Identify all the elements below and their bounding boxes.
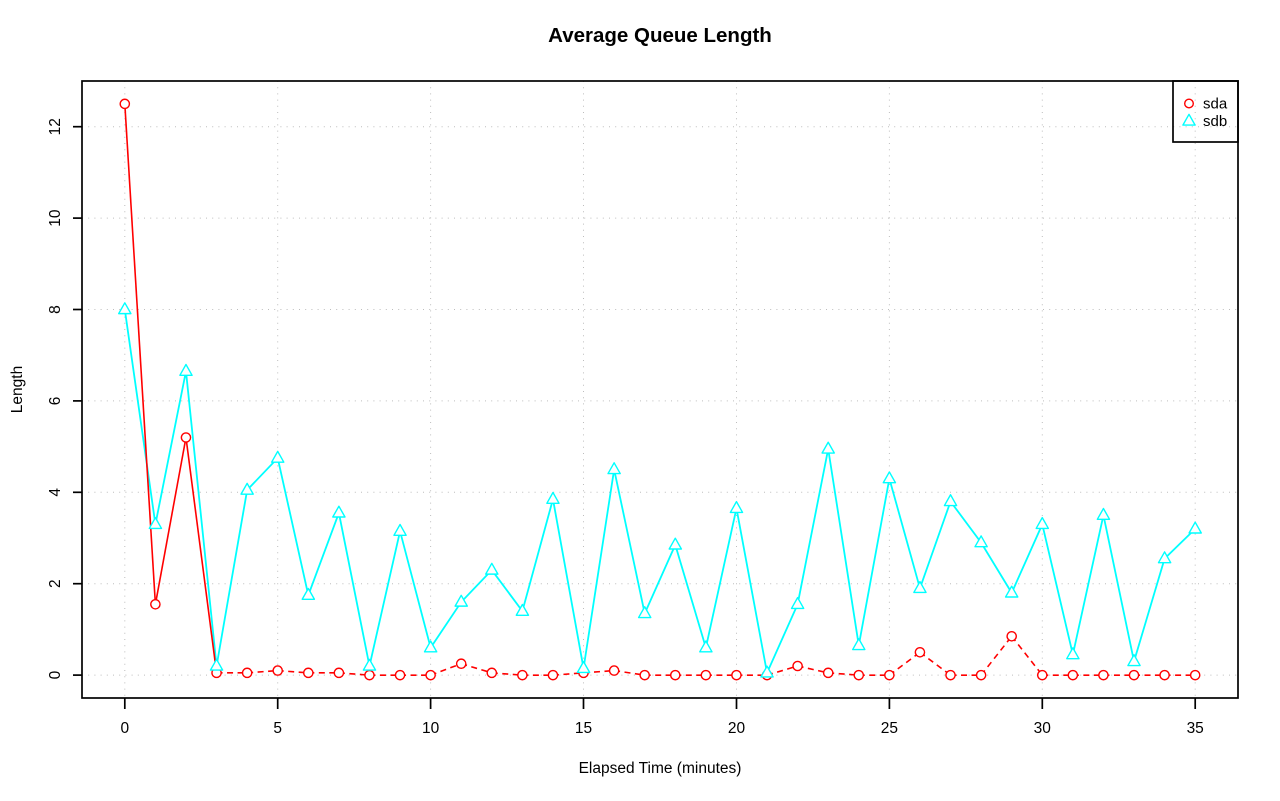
svg-text:2: 2 <box>47 579 64 588</box>
svg-text:Average Queue Length: Average Queue Length <box>548 24 772 47</box>
svg-text:4: 4 <box>47 488 64 497</box>
svg-text:0: 0 <box>47 670 64 679</box>
svg-text:5: 5 <box>273 720 282 737</box>
svg-text:15: 15 <box>575 720 592 737</box>
svg-text:20: 20 <box>728 720 746 737</box>
svg-text:sdb: sdb <box>1203 113 1227 130</box>
svg-text:Elapsed Time (minutes): Elapsed Time (minutes) <box>579 760 742 777</box>
svg-text:10: 10 <box>422 720 440 737</box>
svg-text:6: 6 <box>47 397 64 406</box>
svg-text:30: 30 <box>1034 720 1052 737</box>
svg-text:25: 25 <box>881 720 898 737</box>
svg-text:Length: Length <box>9 366 26 413</box>
svg-text:0: 0 <box>120 720 129 737</box>
svg-text:8: 8 <box>47 305 64 314</box>
svg-text:sda: sda <box>1203 96 1228 113</box>
svg-text:35: 35 <box>1187 720 1204 737</box>
svg-text:12: 12 <box>47 118 64 135</box>
svg-text:10: 10 <box>47 209 64 227</box>
